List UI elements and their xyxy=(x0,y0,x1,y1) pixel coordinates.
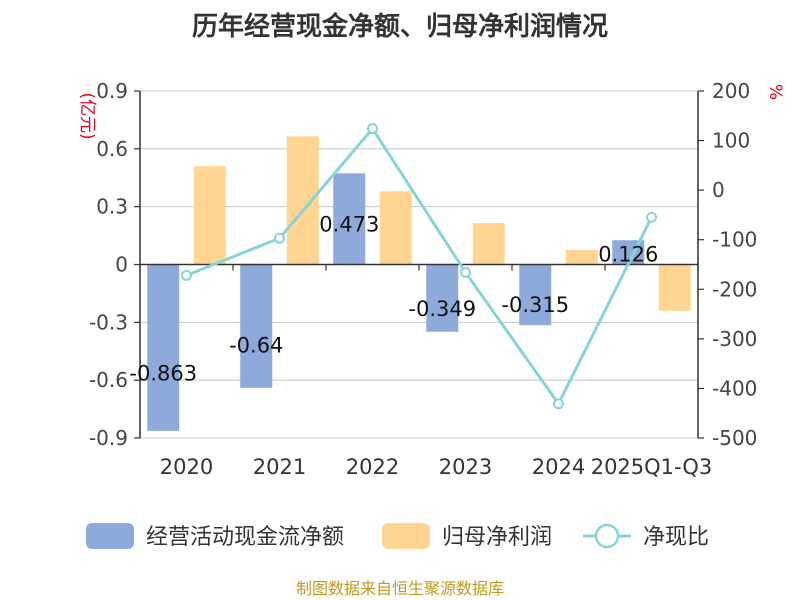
axes xyxy=(134,90,704,439)
category-label-2025Q1-Q3: 2025Q1-Q3 xyxy=(591,455,713,479)
bar-netprofit-2022 xyxy=(379,191,412,265)
right-tick-label-3: -100 xyxy=(712,228,757,252)
right-axis-unit: % xyxy=(765,84,785,100)
right-tick-label-4: -200 xyxy=(712,277,757,301)
data-label-cashflow-2025Q1-Q3: 0.126 xyxy=(598,243,658,267)
category-label-2023: 2023 xyxy=(439,455,492,479)
right-tick-label-2: 0 xyxy=(712,178,725,202)
category-label-2022: 2022 xyxy=(346,455,399,479)
data-label-cashflow-2020: -0.863 xyxy=(129,362,197,386)
left-tick-label-4: -0.3 xyxy=(89,310,128,334)
category-label-2020: 2020 xyxy=(160,455,213,479)
right-tick-label-1: 100 xyxy=(712,129,750,153)
right-tick-label-5: -300 xyxy=(712,327,757,351)
tick-labels: 0.9 0.6 0.3 0 -0.3 -0.6 -0.9 200 100 0 -100 -200 -30… xyxy=(89,79,757,479)
category-label-2021: 2021 xyxy=(253,455,306,479)
bar-netprofit-2021 xyxy=(286,136,319,265)
bar-netprofit-2024 xyxy=(565,250,598,265)
left-tick-label-0: 0.9 xyxy=(96,79,128,103)
data-label-cashflow-2022: 0.473 xyxy=(319,212,379,236)
ratio-point-2021 xyxy=(274,232,285,244)
right-tick-label-6: -400 xyxy=(712,376,757,400)
right-tick-label-7: -500 xyxy=(712,426,757,450)
ratio-point-2022 xyxy=(367,123,378,135)
ratio-point-2020 xyxy=(181,269,192,281)
legend-marker-2 xyxy=(594,523,620,549)
ratio-point-2023 xyxy=(460,266,471,278)
left-tick-label-1: 0.6 xyxy=(96,137,128,161)
chart-title: 历年经营现金净额、归母净利润情况 xyxy=(192,11,608,42)
bar-netprofit-2025Q1-Q3 xyxy=(658,264,691,311)
legend-swatch-0 xyxy=(86,523,134,549)
data-label-cashflow-2023: -0.349 xyxy=(408,297,476,321)
ratio-line-path xyxy=(185,126,653,407)
legend-swatch-1 xyxy=(382,523,430,549)
left-tick-label-3: 0 xyxy=(115,253,128,277)
legend-label-2: 净现比 xyxy=(643,525,709,550)
bar-cashflow-2023 xyxy=(426,264,459,332)
bar-netprofit-2020 xyxy=(193,166,226,265)
data-label-cashflow-2021: -0.64 xyxy=(229,334,283,358)
bar-netprofit-2023 xyxy=(472,223,505,265)
ratio-line xyxy=(181,123,657,410)
legend-label-1: 归母净利润 xyxy=(442,525,552,550)
data-label-cashflow-2024: -0.315 xyxy=(501,293,569,317)
bars xyxy=(147,136,691,431)
left-tick-label-2: 0.3 xyxy=(96,195,128,219)
ratio-point-2024 xyxy=(553,398,564,410)
bar-cashflow-2020 xyxy=(147,264,180,431)
gridlines xyxy=(140,90,698,439)
bar-cashflow-2022 xyxy=(333,173,366,265)
right-tick-label-0: 200 xyxy=(712,79,750,103)
left-tick-label-6: -0.9 xyxy=(89,426,128,450)
legend-label-0: 经营活动现金流净额 xyxy=(146,525,344,550)
category-label-2024: 2024 xyxy=(532,455,585,479)
data-labels: -0.863 -0.64 0.473 -0.349 -0.315 0.126 xyxy=(129,212,658,385)
left-axis-unit: (亿元) xyxy=(77,92,97,139)
left-tick-label-5: -0.6 xyxy=(89,368,128,392)
source-note: 制图数据来自恒生聚源数据库 xyxy=(296,579,504,598)
ratio-point-2025Q1-Q3 xyxy=(646,211,657,223)
legend: 经营活动现金流净额 归母净利润 净现比 xyxy=(86,523,709,550)
bar-cashflow-2021 xyxy=(240,264,273,388)
bar-cashflow-2024 xyxy=(519,264,552,326)
